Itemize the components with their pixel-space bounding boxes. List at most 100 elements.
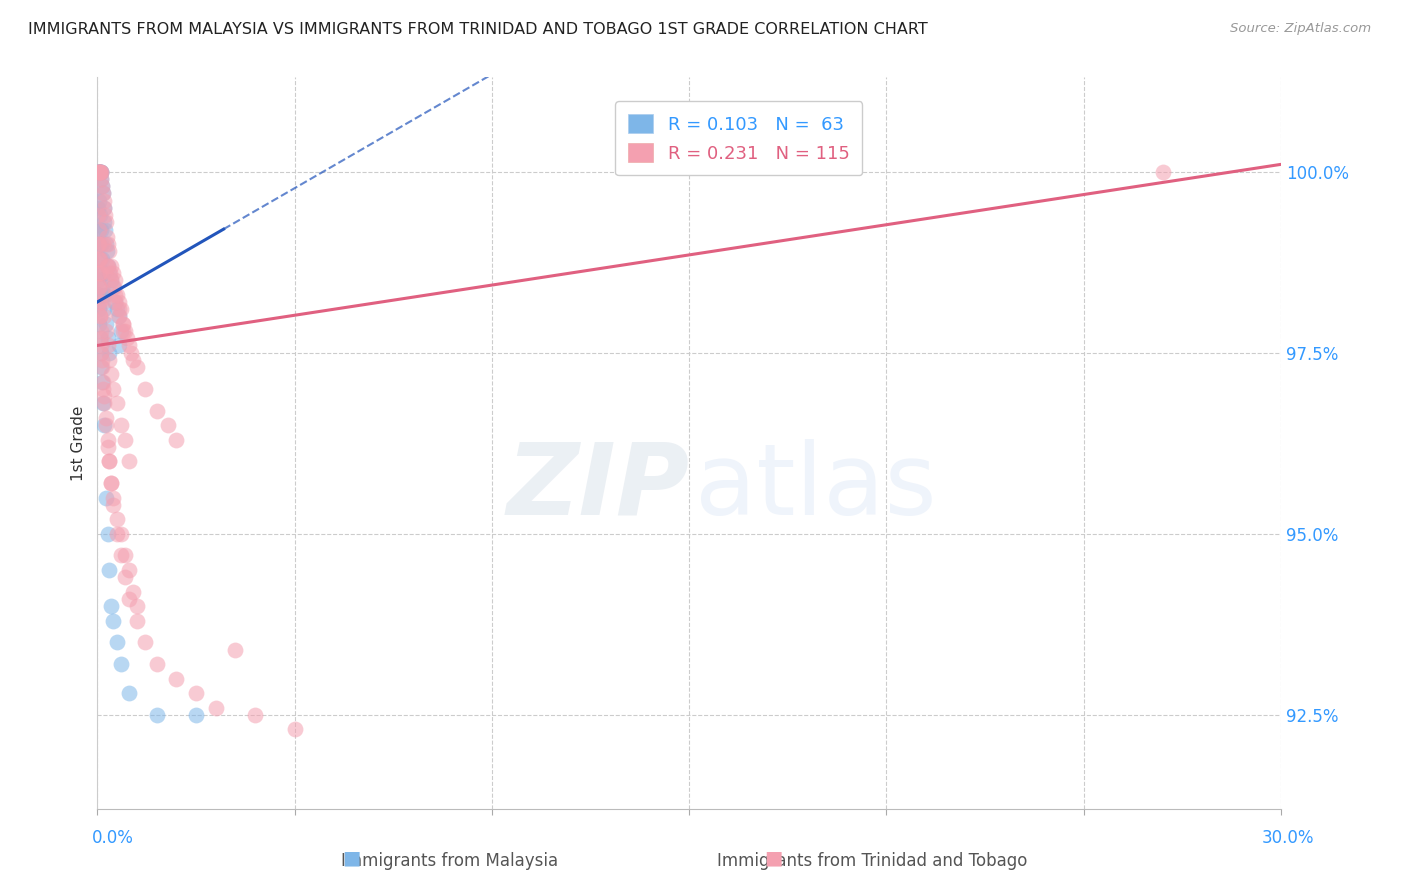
Point xyxy=(87,164,110,178)
Point xyxy=(87,164,110,178)
Point xyxy=(89,295,111,310)
Point xyxy=(114,324,136,338)
Point xyxy=(94,317,117,331)
Point xyxy=(110,302,132,317)
Point xyxy=(100,259,122,273)
Point xyxy=(89,252,111,266)
Point xyxy=(90,171,112,186)
Point xyxy=(110,324,132,338)
Point xyxy=(104,287,127,301)
Point xyxy=(89,164,111,178)
Point xyxy=(91,266,114,280)
Point xyxy=(97,259,120,273)
Point xyxy=(91,252,114,266)
Point xyxy=(91,375,114,389)
Point xyxy=(87,222,110,236)
Point xyxy=(108,295,131,310)
Point xyxy=(184,686,207,700)
Point xyxy=(108,302,131,317)
Point xyxy=(87,222,110,236)
Point xyxy=(90,237,112,252)
Point xyxy=(87,208,110,222)
Point xyxy=(91,186,114,201)
Point xyxy=(94,418,117,433)
Point xyxy=(89,310,111,324)
Y-axis label: 1st Grade: 1st Grade xyxy=(72,406,86,481)
Point xyxy=(94,208,117,222)
Point xyxy=(89,280,111,294)
Point xyxy=(125,360,148,375)
Point xyxy=(94,324,117,338)
Point xyxy=(100,368,122,382)
Point xyxy=(118,454,141,468)
Point xyxy=(100,476,122,491)
Point xyxy=(98,244,121,259)
Point xyxy=(91,396,114,410)
Point xyxy=(100,273,122,287)
Point xyxy=(134,635,156,649)
Point xyxy=(111,324,134,338)
Point xyxy=(98,563,121,577)
Point xyxy=(91,353,114,368)
Point xyxy=(90,171,112,186)
Point xyxy=(90,266,112,280)
Text: 30.0%: 30.0% xyxy=(1263,829,1315,847)
Point xyxy=(105,287,128,301)
Point xyxy=(89,222,111,236)
Point xyxy=(110,418,132,433)
Point xyxy=(97,526,120,541)
Point xyxy=(184,707,207,722)
Point xyxy=(90,338,112,352)
Point xyxy=(94,237,117,252)
Text: Immigrants from Trinidad and Tobago: Immigrants from Trinidad and Tobago xyxy=(717,852,1026,870)
Point xyxy=(134,382,156,396)
Point xyxy=(87,252,110,266)
Point xyxy=(87,194,110,208)
Point xyxy=(89,345,111,359)
Point xyxy=(93,418,115,433)
Point xyxy=(89,164,111,178)
Point xyxy=(98,345,121,359)
Point xyxy=(91,360,114,375)
Point xyxy=(89,331,111,345)
Point xyxy=(89,324,111,338)
Point xyxy=(110,657,132,672)
Point xyxy=(101,614,124,628)
Point xyxy=(101,498,124,512)
Point xyxy=(94,287,117,301)
Point xyxy=(89,164,111,178)
Point xyxy=(98,454,121,468)
Point xyxy=(90,345,112,359)
Point xyxy=(145,403,167,417)
Point xyxy=(104,295,127,310)
Point xyxy=(101,280,124,294)
Point xyxy=(93,302,115,317)
Point xyxy=(121,353,143,368)
Point xyxy=(125,599,148,614)
Point xyxy=(89,252,111,266)
Point xyxy=(105,302,128,317)
Point xyxy=(89,237,111,252)
Point xyxy=(90,360,112,375)
Point xyxy=(89,164,111,178)
Point xyxy=(118,686,141,700)
Point xyxy=(97,433,120,447)
Legend: R = 0.103   N =  63, R = 0.231   N = 115: R = 0.103 N = 63, R = 0.231 N = 115 xyxy=(616,101,862,175)
Point xyxy=(125,614,148,628)
Point xyxy=(110,526,132,541)
Point xyxy=(93,215,115,229)
Point xyxy=(118,338,141,352)
Point xyxy=(89,331,111,345)
Point xyxy=(87,164,110,178)
Point xyxy=(97,237,120,252)
Point xyxy=(101,266,124,280)
Point xyxy=(93,396,115,410)
Point xyxy=(118,563,141,577)
Point xyxy=(224,642,246,657)
Point xyxy=(89,295,111,310)
Point xyxy=(93,201,115,215)
Point xyxy=(87,280,110,294)
Point xyxy=(165,433,187,447)
Point xyxy=(94,491,117,505)
Point xyxy=(87,164,110,178)
